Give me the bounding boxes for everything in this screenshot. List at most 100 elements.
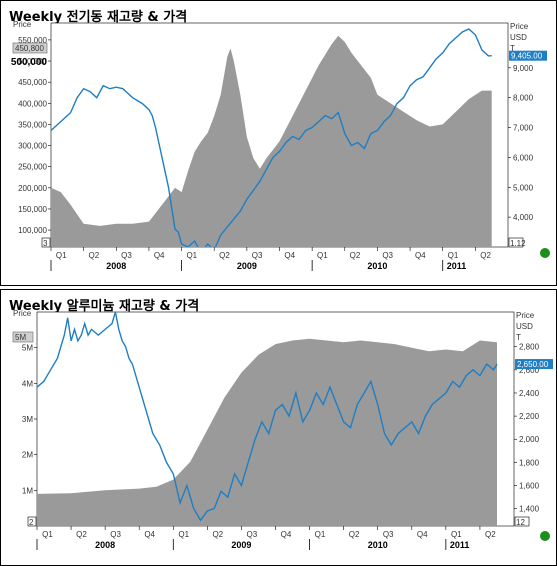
left-axis-tick-label: 450,000 [18, 78, 47, 87]
aluminum-chart: 1M 2M 3M 4M 5M Price 5M 1,400 1,600 1,800 2,000 2,2… [12, 309, 553, 550]
status-indicator-icon [540, 531, 550, 541]
aluminum-chart-panel: Weekly 알루미늄 재고량 & 가격 1M 2M 3M 4M 5M Price 5M 1,… [0, 289, 557, 566]
x-axis-quarter-label: Q1 [448, 251, 459, 260]
left-axis-tick-label: 3M [22, 415, 33, 424]
right-axis-tick-label: 5,000 [513, 183, 534, 192]
x-axis-year-label: 2011 [447, 261, 467, 271]
x-axis-quarter-label: Q2 [212, 530, 223, 539]
x-axis-quarter-label: Q4 [154, 251, 165, 260]
right-axis-tick-label: 1,800 [519, 458, 540, 467]
right-bottom-label: 1.12 [510, 239, 526, 248]
left-axis-marker-label: 450,800 [15, 44, 44, 53]
x-axis-quarter-label: Q2 [480, 251, 491, 260]
right-axis-tick-label: 7,000 [513, 124, 534, 133]
right-axis-tick-label: 6,000 [513, 153, 534, 162]
left-bottom-label: 3 [43, 239, 48, 248]
x-axis-quarter-label: Q1 [178, 530, 189, 539]
left-axis-tick-label: 350,000 [18, 120, 47, 129]
last-price-label: 2,650.00 [517, 360, 549, 369]
x-axis-quarter-label: Q1 [451, 530, 462, 539]
x-axis-year-label: 2010 [368, 540, 388, 550]
left-axis-tick-label: 200,000 [18, 184, 47, 193]
right-axis-tick-label: 8,000 [513, 94, 534, 103]
x-axis-quarter-label: Q4 [284, 251, 295, 260]
x-axis-year-label: 2009 [231, 540, 251, 550]
x-axis-quarter-label: Q1 [317, 251, 328, 260]
right-axis-tick-label: 2,200 [519, 412, 540, 421]
right-axis-tick-label: 2,800 [519, 343, 540, 352]
x-axis-quarter-label: Q3 [121, 251, 132, 260]
left-bottom-marker [27, 516, 37, 527]
left-axis-unit-label: Price [13, 20, 32, 29]
right-axis-tick-label: 4,000 [513, 213, 534, 222]
right-axis-unit-label: USD [516, 322, 533, 331]
right-axis-tick-label: 1,400 [519, 505, 540, 514]
left-axis-unit-label: Price [13, 309, 32, 318]
right-axis-unit-label: Price [510, 22, 529, 31]
price-line-series [51, 28, 492, 247]
price-line-series [37, 312, 498, 522]
left-axis-tick-label: 5M [22, 344, 33, 353]
x-axis-quarter-label: Q1 [42, 530, 53, 539]
inventory-area-series [51, 35, 492, 247]
last-price-box [515, 359, 553, 370]
left-bottom-marker [41, 237, 51, 248]
x-axis-quarter-label: Q3 [110, 530, 121, 539]
right-axis-tick-label: 2,600 [519, 366, 540, 375]
left-bottom-label: 2 [29, 518, 34, 527]
x-axis-quarter-label: Q3 [383, 530, 394, 539]
right-bottom-marker [514, 516, 530, 527]
x-axis-quarter-label: Q4 [281, 530, 292, 539]
left-axis-tick-label: 250,000 [18, 163, 47, 172]
left-axis-tick-label: 150,000 [18, 205, 47, 214]
right-bottom-label: 12 [516, 518, 525, 527]
right-axis-tick-label: 1,600 [519, 482, 540, 491]
left-axis-highlight-label: 500,000 [11, 57, 48, 68]
x-axis-year-label: 2009 [237, 261, 257, 271]
x-axis-year-label: 2010 [367, 261, 387, 271]
right-axis-tick-label: 9,000 [513, 64, 534, 73]
left-axis-tick-label: 2M [22, 451, 33, 460]
right-axis-tick-label: 2,000 [519, 435, 540, 444]
right-bottom-marker [508, 237, 524, 248]
x-axis-quarter-label: Q4 [417, 530, 428, 539]
right-axis-unit-label: Price [516, 311, 535, 320]
left-axis-tick-label: 500,000 [18, 57, 47, 66]
last-price-box [509, 50, 547, 61]
left-axis-marker-label: 5M [15, 333, 26, 342]
right-axis-unit-label: T [516, 333, 521, 342]
last-price-label: 9,405.00 [511, 52, 543, 61]
x-axis-year-label: 2011 [450, 540, 470, 550]
left-axis-marker-box [12, 42, 48, 54]
x-axis-quarter-label: Q2 [76, 530, 87, 539]
chart-title: Weekly 알루미늄 재고량 & 가격 [9, 299, 200, 314]
x-axis-year-label: 2008 [95, 540, 115, 550]
x-axis-quarter-label: Q2 [219, 251, 230, 260]
copper-chart-panel: Weekly 전기동 재고량 & 가격 100,000 150,000 200,00… [0, 0, 557, 286]
x-axis-quarter-label: Q2 [89, 251, 100, 260]
left-axis-tick-label: 100,000 [18, 226, 47, 235]
x-axis-quarter-label: Q4 [415, 251, 426, 260]
x-axis-quarter-label: Q3 [252, 251, 263, 260]
x-axis-quarter-label: Q1 [315, 530, 326, 539]
x-axis-quarter-label: Q1 [186, 251, 197, 260]
right-axis-unit-label: USD [510, 33, 527, 42]
left-axis-tick-label: 550,000 [18, 36, 47, 45]
left-axis-tick-label: 1M [22, 486, 33, 495]
left-axis-marker-box [12, 331, 34, 343]
x-axis-quarter-label: Q3 [247, 530, 258, 539]
right-axis-unit-label: T [510, 44, 515, 53]
x-axis-quarter-label: Q2 [350, 251, 361, 260]
x-axis-quarter-label: Q4 [144, 530, 155, 539]
left-axis-tick-label: 4M [22, 379, 33, 388]
right-axis-tick-label: 2,400 [519, 389, 540, 398]
x-axis-quarter-label: Q1 [56, 251, 67, 260]
copper-chart: 100,000 150,000 200,000 250,000 300,000 350,0… [11, 20, 547, 271]
chart-title: Weekly 전기동 재고량 & 가격 [9, 10, 188, 25]
status-indicator-icon [540, 248, 550, 258]
x-axis-year-label: 2008 [106, 261, 126, 271]
x-axis-quarter-label: Q2 [349, 530, 360, 539]
x-axis-quarter-label: Q3 [382, 251, 393, 260]
x-axis-quarter-label: Q2 [485, 530, 496, 539]
left-axis-tick-label: 300,000 [18, 142, 47, 151]
